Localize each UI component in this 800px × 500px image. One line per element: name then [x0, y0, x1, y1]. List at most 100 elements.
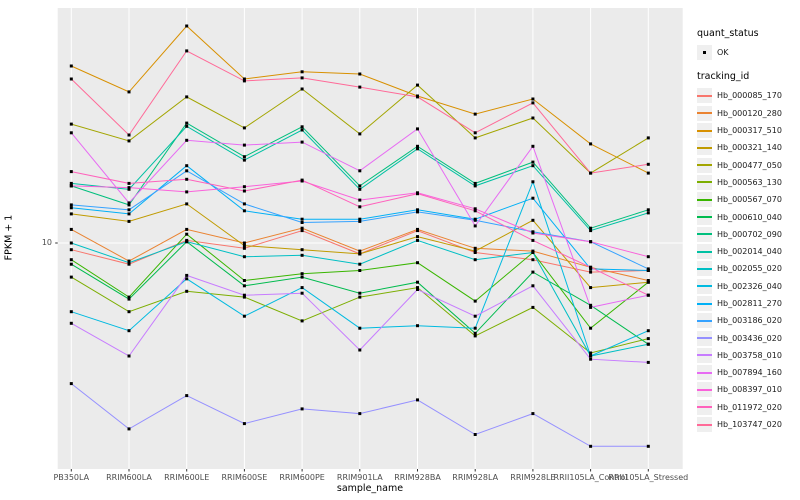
data-point	[589, 286, 593, 290]
data-point	[358, 412, 362, 416]
legend-item-label: Hb_000085_170	[717, 91, 782, 101]
data-point	[127, 261, 131, 265]
data-point	[242, 189, 246, 193]
data-point	[473, 181, 477, 185]
legend-key-swatch	[697, 261, 712, 277]
x-tick-label-PB350LA: PB350LA	[53, 473, 90, 482]
data-point	[69, 64, 73, 68]
legend-item-Hb_000702_090: Hb_000702_090	[697, 226, 799, 243]
data-point	[416, 210, 419, 214]
legend-item-label: Hb_003436_020	[717, 333, 782, 343]
data-point	[300, 87, 304, 91]
x-tick-label-RRII105LA_Stressed: RRII105LA_Stressed	[608, 473, 689, 482]
data-point	[531, 284, 535, 288]
legend-line-icon	[697, 423, 712, 426]
data-point	[531, 251, 535, 254]
legend-line-icon	[697, 146, 712, 149]
data-point	[531, 258, 535, 262]
legend-item-label: Hb_000477_050	[717, 160, 782, 170]
data-point	[473, 334, 477, 338]
data-point	[531, 180, 535, 184]
data-point	[127, 208, 131, 212]
data-point	[69, 258, 73, 262]
data-point	[185, 177, 189, 181]
legend-item-Hb_002055_020: Hb_002055_020	[697, 260, 799, 277]
data-point	[589, 142, 593, 146]
data-point	[358, 326, 362, 330]
data-point	[358, 219, 362, 223]
data-point	[646, 279, 650, 282]
legend-key-swatch	[697, 174, 712, 190]
legend-line-icon	[697, 267, 712, 270]
data-point	[185, 232, 189, 236]
data-point	[531, 231, 535, 235]
data-point	[69, 321, 73, 325]
data-point	[416, 95, 419, 99]
legend-key-swatch	[697, 382, 712, 398]
data-point	[646, 162, 650, 166]
legend-key-swatch	[697, 365, 712, 381]
legend-line-icon	[697, 388, 712, 391]
data-point	[127, 354, 131, 358]
legend-item-label: Hb_002811_270	[717, 299, 782, 308]
legend-item-label: Hb_000563_130	[717, 177, 782, 187]
data-point	[242, 209, 246, 213]
data-point	[69, 227, 73, 231]
data-point	[358, 198, 362, 202]
data-point	[185, 394, 189, 398]
data-point	[185, 24, 189, 28]
legend-item-Hb_000567_070: Hb_000567_070	[697, 191, 799, 208]
data-point	[127, 201, 131, 205]
data-point	[416, 208, 419, 212]
data-point	[531, 160, 535, 164]
data-point	[473, 249, 477, 253]
legend-item-label: Hb_000610_040	[717, 212, 782, 222]
legend-item-label: Hb_000567_070	[717, 195, 782, 205]
legend-key-swatch	[697, 88, 712, 104]
x-tick-label-RRIM928BA: RRIM928BA	[394, 473, 441, 482]
data-point	[358, 85, 362, 89]
legend-item-label: Hb_002326_040	[717, 281, 782, 291]
legend-line-icon	[697, 285, 712, 288]
legend-item-label: Hb_011972_020	[717, 402, 782, 412]
data-point	[589, 303, 593, 307]
data-point	[185, 49, 189, 53]
y-axis-title: FPKM + 1	[3, 214, 15, 261]
data-point	[242, 314, 246, 318]
data-point	[358, 184, 362, 188]
data-point	[69, 248, 73, 252]
data-point	[242, 422, 246, 426]
data-point	[300, 178, 304, 182]
data-point	[300, 407, 304, 411]
data-point	[127, 310, 131, 314]
data-point	[416, 235, 419, 239]
data-point	[242, 158, 246, 162]
data-point	[127, 427, 131, 431]
data-point	[69, 77, 73, 81]
data-point	[589, 444, 593, 448]
legend-item-Hb_000085_170: Hb_000085_170	[697, 87, 799, 104]
legend-line-icon	[697, 302, 712, 305]
data-point	[416, 147, 419, 151]
data-point	[242, 246, 246, 250]
data-point	[69, 131, 73, 135]
legend-item-Hb_002326_040: Hb_002326_040	[697, 278, 799, 295]
legend-item-Hb_000610_040: Hb_000610_040	[697, 208, 799, 225]
data-point	[185, 169, 189, 173]
data-point	[242, 295, 246, 299]
data-point	[358, 132, 362, 136]
legend-item-label: Hb_008397_010	[717, 385, 782, 395]
data-point	[646, 329, 650, 333]
data-point	[589, 326, 593, 330]
legend-item-label: Hb_000702_090	[717, 229, 782, 239]
legend-line-icon	[697, 233, 712, 236]
data-point	[473, 258, 477, 262]
legend-key-swatch	[697, 296, 712, 311]
data-point	[416, 192, 419, 196]
data-point	[416, 288, 419, 291]
data-point	[531, 270, 535, 274]
legend-key-swatch	[697, 157, 712, 173]
data-point	[69, 241, 73, 245]
data-point	[473, 433, 477, 436]
data-point	[242, 126, 246, 130]
